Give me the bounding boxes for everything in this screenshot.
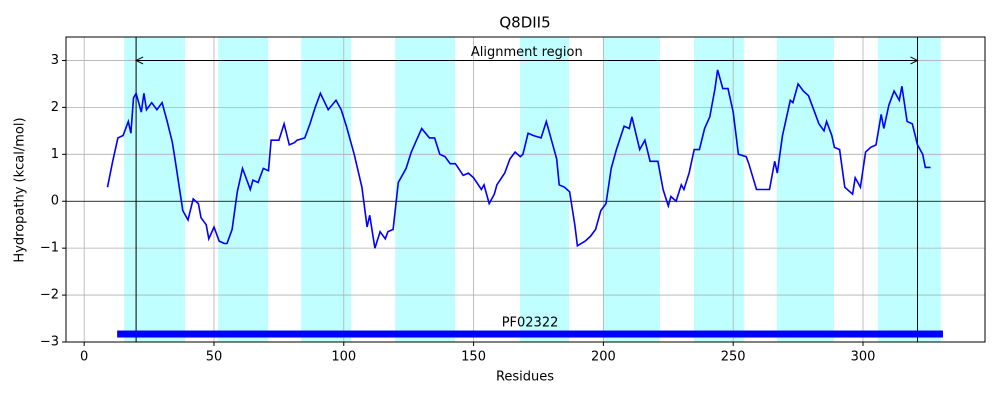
annotation-text: Alignment region <box>471 45 583 60</box>
y-tick-label: 3 <box>51 53 59 68</box>
x-tick-label: 300 <box>851 350 876 365</box>
y-tick-label: −2 <box>40 288 59 303</box>
tm-region <box>776 37 834 342</box>
y-tick-label: 0 <box>51 194 59 209</box>
tm-region <box>877 37 941 342</box>
tm-region <box>124 37 186 342</box>
hydropathy-line <box>106 69 931 249</box>
tm-region <box>520 37 570 342</box>
arrow-head <box>134 56 144 65</box>
x-axis-label: Residues <box>496 370 554 385</box>
tm-region <box>218 37 269 342</box>
y-axis-label: Hydropathy (kcal/mol) <box>13 117 28 262</box>
x-tick-label: 250 <box>721 350 746 365</box>
tm-region <box>693 37 744 342</box>
arrow-head <box>910 56 919 65</box>
plot-frame <box>65 36 986 343</box>
tm-region <box>395 37 456 342</box>
plot-area <box>66 37 985 342</box>
y-tick-label: −1 <box>40 241 59 256</box>
tm-region <box>301 37 352 342</box>
x-tick-label: 100 <box>331 350 356 365</box>
x-tick-label: 50 <box>206 350 223 365</box>
tm-region <box>602 37 660 342</box>
domain-label: PF02322 <box>502 316 559 331</box>
y-tick-label: 2 <box>51 100 59 115</box>
x-tick-label: 150 <box>461 350 486 365</box>
domain-bar <box>117 330 943 338</box>
x-tick-label: 200 <box>591 350 616 365</box>
x-tick-label: 0 <box>80 350 88 365</box>
chart-title: Q8DII5 <box>499 14 550 32</box>
y-tick-label: −3 <box>40 335 59 350</box>
y-tick-label: 1 <box>51 147 59 162</box>
